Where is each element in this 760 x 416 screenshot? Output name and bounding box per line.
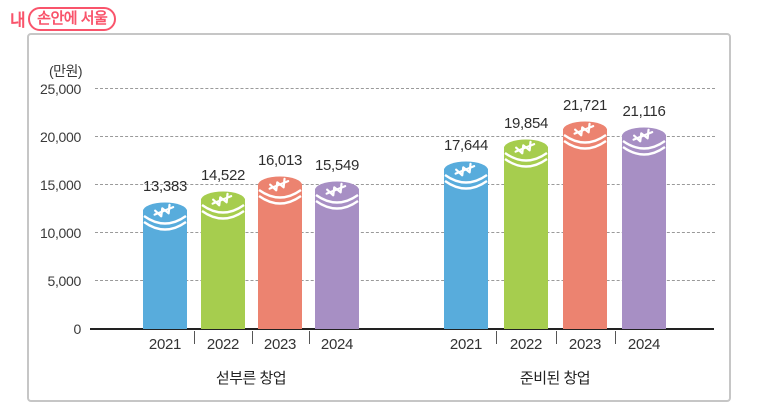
y-tick-label: 15,000 bbox=[39, 177, 81, 193]
coin-bar-2024 bbox=[313, 180, 361, 329]
bar-value-label: 13,383 bbox=[142, 178, 188, 195]
y-tick-label: 25,000 bbox=[39, 81, 81, 97]
coin-bar-graphic bbox=[315, 181, 359, 329]
x-category-label: 2022 bbox=[206, 336, 240, 353]
y-tick-label: 10,000 bbox=[39, 225, 81, 241]
coin-bar-2021 bbox=[442, 160, 490, 329]
coin-bar-graphic bbox=[622, 127, 666, 329]
coin-bar-2023 bbox=[561, 120, 609, 329]
won-sign-icon bbox=[573, 122, 595, 137]
gridline-5000 bbox=[95, 280, 715, 281]
x-category-label: 2021 bbox=[148, 336, 182, 353]
won-sign-icon bbox=[325, 182, 347, 197]
bar-value-label: 15,549 bbox=[314, 157, 360, 174]
group-label: 준비된 창업 bbox=[519, 370, 591, 387]
coin-bar-2023 bbox=[256, 175, 304, 329]
y-tick-label: 5,000 bbox=[47, 273, 81, 289]
won-sign-icon bbox=[211, 192, 233, 207]
y-tick-label: 20,000 bbox=[39, 129, 81, 145]
logo-prefix-text: 내 bbox=[10, 11, 26, 30]
x-axis-tick bbox=[615, 331, 616, 344]
won-sign-icon bbox=[514, 140, 536, 155]
x-category-label: 2022 bbox=[509, 336, 543, 353]
bar-value-label: 21,721 bbox=[562, 97, 608, 114]
coin-bar-graphic bbox=[504, 139, 548, 329]
bar-value-label: 16,013 bbox=[257, 152, 303, 169]
logo-boxed-text: 손안에 서울 bbox=[28, 6, 117, 31]
x-axis-line bbox=[90, 328, 714, 330]
coin-bar-graphic bbox=[563, 121, 607, 329]
coin-bar-2021 bbox=[141, 201, 189, 329]
bar-value-label: 17,644 bbox=[443, 137, 489, 154]
bar-value-label: 19,854 bbox=[503, 115, 549, 132]
gridline-15000 bbox=[95, 184, 715, 185]
won-sign-icon bbox=[153, 203, 175, 218]
bar-value-label: 21,116 bbox=[622, 103, 666, 120]
coin-bar-graphic bbox=[258, 176, 302, 329]
y-tick-label: 0 bbox=[73, 321, 82, 337]
gridline-10000 bbox=[95, 232, 715, 233]
bar-chart-plot-area: 25,000 20,000 15,000 10,000 5,000 0 13,383 2021… bbox=[29, 35, 729, 400]
x-category-label: 2024 bbox=[627, 336, 661, 353]
bar-value-label: 14,522 bbox=[200, 167, 246, 184]
y-axis-unit-label: (만원) bbox=[49, 63, 83, 79]
x-category-label: 2021 bbox=[449, 336, 483, 353]
x-category-label: 2023 bbox=[263, 336, 297, 353]
coin-bar-2024 bbox=[620, 126, 668, 329]
x-axis-tick bbox=[194, 331, 195, 344]
coin-bar-graphic bbox=[143, 202, 187, 329]
won-sign-icon bbox=[454, 162, 476, 177]
x-axis-tick bbox=[252, 331, 253, 344]
gridline-20000 bbox=[95, 136, 715, 137]
gridline-25000 bbox=[95, 88, 715, 89]
nae-son-ane-seoul-logo: 내 손안에 서울 bbox=[10, 6, 117, 31]
x-axis-tick bbox=[496, 331, 497, 344]
x-category-label: 2024 bbox=[320, 336, 354, 353]
chart-panel: (만원) 25,000 20,000 15,000 10,000 5,000 0 13,38… bbox=[27, 33, 731, 402]
x-category-label: 2023 bbox=[568, 336, 602, 353]
x-axis-tick bbox=[556, 331, 557, 344]
won-sign-icon bbox=[268, 177, 290, 192]
x-axis-tick bbox=[309, 331, 310, 344]
coin-bar-graphic bbox=[201, 191, 245, 329]
coin-bar-graphic bbox=[444, 161, 488, 329]
coin-bar-2022 bbox=[502, 138, 550, 329]
group-label: 섣부른 창업 bbox=[215, 370, 287, 387]
won-sign-icon bbox=[632, 128, 654, 143]
coin-bar-2022 bbox=[199, 190, 247, 329]
